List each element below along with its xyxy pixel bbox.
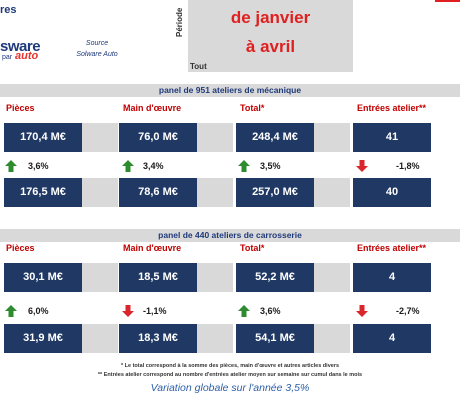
period-filter[interactable]: de janvier à avril bbox=[188, 0, 353, 72]
mec-col-main-oeuvre: Main d'œuvre bbox=[123, 103, 182, 113]
car-previous-pieces: 31,9 M€ bbox=[4, 324, 82, 353]
period-line-2: à avril bbox=[245, 37, 296, 56]
mec-current-total: 248,4 M€ bbox=[236, 123, 314, 152]
source-block: Source Solware Auto bbox=[62, 38, 132, 60]
solware-logo: sware par auto bbox=[0, 38, 60, 64]
separator bbox=[82, 324, 118, 353]
separator bbox=[314, 123, 350, 152]
arrow-up-icon bbox=[238, 305, 250, 317]
mec-current-pieces: 170,4 M€ bbox=[4, 123, 82, 152]
separator bbox=[82, 263, 118, 292]
mec-previous-entrees: 40 bbox=[353, 178, 431, 207]
arrow-down-icon bbox=[356, 160, 368, 172]
mec-previous-main-oeuvre: 78,6 M€ bbox=[119, 178, 197, 207]
arrow-up-icon bbox=[5, 305, 17, 317]
arrow-up-icon bbox=[5, 160, 17, 172]
panel-carrosserie-title: panel de 440 ateliers de carrosserie bbox=[0, 229, 460, 242]
tout-label[interactable]: Tout bbox=[190, 62, 207, 71]
car-col-main-oeuvre: Main d'œuvre bbox=[123, 243, 182, 253]
car-current-total: 52,2 M€ bbox=[236, 263, 314, 292]
source-value: Solware Auto bbox=[76, 51, 118, 58]
mec-change-main-oeuvre: 3,4% bbox=[143, 161, 164, 171]
car-col-entrees: Entrées atelier** bbox=[357, 243, 427, 253]
global-variation: Variation globale sur l'année 3,5% bbox=[150, 382, 310, 394]
separator bbox=[197, 178, 233, 207]
logo-auto: auto bbox=[15, 50, 39, 62]
separator bbox=[82, 178, 118, 207]
car-current-entrees: 4 bbox=[353, 263, 431, 292]
separator bbox=[82, 123, 118, 152]
car-change-main-oeuvre: -1,1% bbox=[143, 306, 167, 316]
arrow-up-icon bbox=[122, 160, 134, 172]
separator bbox=[197, 123, 233, 152]
mec-previous-total: 257,0 M€ bbox=[236, 178, 314, 207]
separator bbox=[314, 324, 350, 353]
car-change-total: 3,6% bbox=[260, 306, 281, 316]
car-previous-entrees: 4 bbox=[353, 324, 431, 353]
periode-label: Période bbox=[175, 7, 184, 37]
period-line-1: de janvier bbox=[230, 8, 311, 27]
footnote-total: * Le total correspond à la somme des piè… bbox=[120, 363, 340, 369]
mec-change-total: 3,5% bbox=[260, 161, 281, 171]
car-col-pieces: Pièces bbox=[6, 243, 35, 253]
car-previous-total: 54,1 M€ bbox=[236, 324, 314, 353]
report-title-fragment: res bbox=[0, 4, 17, 16]
separator bbox=[197, 324, 233, 353]
mec-col-pieces: Pièces bbox=[6, 103, 35, 113]
mec-col-total: Total* bbox=[240, 103, 265, 113]
separator bbox=[314, 263, 350, 292]
separator bbox=[314, 178, 350, 207]
arrow-down-icon bbox=[122, 305, 134, 317]
mec-current-main-oeuvre: 76,0 M€ bbox=[119, 123, 197, 152]
separator bbox=[197, 263, 233, 292]
arrow-up-icon bbox=[238, 160, 250, 172]
mec-change-entrees: -1,8% bbox=[396, 161, 420, 171]
car-previous-main-oeuvre: 18,3 M€ bbox=[119, 324, 197, 353]
car-current-main-oeuvre: 18,5 M€ bbox=[119, 263, 197, 292]
car-current-pieces: 30,1 M€ bbox=[4, 263, 82, 292]
logo-word: sware bbox=[0, 38, 41, 55]
source-label: Source bbox=[85, 40, 109, 47]
arrow-down-icon bbox=[356, 305, 368, 317]
car-change-pieces: 6,0% bbox=[28, 306, 49, 316]
footnote-entrees: ** Entrées atelier correspond au nombre … bbox=[97, 372, 363, 378]
panel-mecanique-title: panel de 951 ateliers de mécanique bbox=[0, 84, 460, 97]
car-col-total: Total* bbox=[240, 243, 265, 253]
mec-previous-pieces: 176,5 M€ bbox=[4, 178, 82, 207]
corner-accent bbox=[435, 0, 460, 2]
car-change-entrees: -2,7% bbox=[396, 306, 420, 316]
mec-col-entrees: Entrées atelier** bbox=[357, 103, 427, 113]
mec-change-pieces: 3,6% bbox=[28, 161, 49, 171]
mec-current-entrees: 41 bbox=[353, 123, 431, 152]
logo-sub: par bbox=[2, 54, 13, 61]
